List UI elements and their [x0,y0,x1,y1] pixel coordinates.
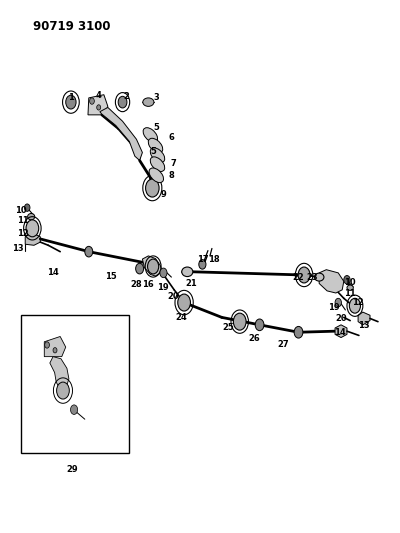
Ellipse shape [150,157,165,172]
Text: 10: 10 [344,278,356,287]
Circle shape [90,98,94,104]
Circle shape [85,246,93,257]
Text: 23: 23 [306,272,318,281]
Text: 28: 28 [131,280,142,289]
Text: 27: 27 [278,341,289,350]
Polygon shape [44,336,66,357]
Circle shape [233,313,246,330]
Text: 12: 12 [17,229,29,238]
Text: 1: 1 [68,93,74,102]
Bar [21,316,128,453]
Text: 20: 20 [336,314,347,323]
Circle shape [294,326,303,338]
Circle shape [344,276,350,284]
Text: 21: 21 [185,279,197,288]
Text: 14: 14 [47,268,59,277]
Ellipse shape [149,168,164,183]
Polygon shape [100,108,142,160]
Text: 26: 26 [248,334,260,343]
Circle shape [26,220,39,237]
Ellipse shape [182,267,193,277]
Text: 10: 10 [16,206,27,215]
Text: 19: 19 [328,303,339,312]
Circle shape [146,179,159,197]
Text: 5: 5 [153,123,159,132]
Circle shape [160,268,167,278]
Text: 8: 8 [168,171,174,180]
Text: 29: 29 [66,465,78,473]
Ellipse shape [347,285,353,290]
Polygon shape [319,270,344,293]
Circle shape [298,267,310,283]
Circle shape [97,105,101,110]
Text: 13: 13 [358,321,370,330]
Text: 11: 11 [17,216,29,225]
Text: 25: 25 [223,323,234,332]
Text: 24: 24 [175,313,187,322]
Ellipse shape [143,128,158,142]
Text: 4: 4 [96,91,102,100]
Ellipse shape [314,273,324,281]
Circle shape [118,96,127,108]
Circle shape [136,263,144,274]
Text: 90719 3100: 90719 3100 [33,20,111,33]
Ellipse shape [150,148,165,163]
Polygon shape [25,233,40,245]
Text: 15: 15 [105,271,116,280]
Text: 19: 19 [157,283,168,292]
Text: 12: 12 [352,298,364,307]
Ellipse shape [143,98,154,107]
Text: 3: 3 [154,93,159,102]
Text: 6: 6 [168,133,174,142]
Text: 14: 14 [334,328,346,337]
Circle shape [53,348,57,353]
Text: 17: 17 [196,255,208,264]
Polygon shape [142,256,162,276]
Text: 7: 7 [170,159,176,167]
Ellipse shape [148,138,163,153]
Circle shape [199,260,206,269]
Polygon shape [50,357,69,390]
Text: 13: 13 [12,244,24,253]
Text: 2: 2 [124,92,130,101]
Text: 11: 11 [344,288,356,297]
Polygon shape [335,325,347,337]
Circle shape [57,382,69,399]
Text: 18: 18 [208,255,220,264]
Polygon shape [88,95,108,115]
Circle shape [24,204,30,212]
Text: 9: 9 [160,190,166,199]
Circle shape [45,342,50,348]
Circle shape [66,95,76,109]
Ellipse shape [28,214,35,220]
Circle shape [178,294,190,311]
Circle shape [349,298,360,313]
Circle shape [148,259,159,274]
Circle shape [255,319,264,330]
Text: 5: 5 [150,148,156,157]
Text: 16: 16 [142,280,154,289]
Circle shape [335,298,342,307]
Circle shape [70,405,78,415]
Text: 22: 22 [293,272,304,281]
Text: 20: 20 [167,292,179,301]
Polygon shape [358,312,370,325]
